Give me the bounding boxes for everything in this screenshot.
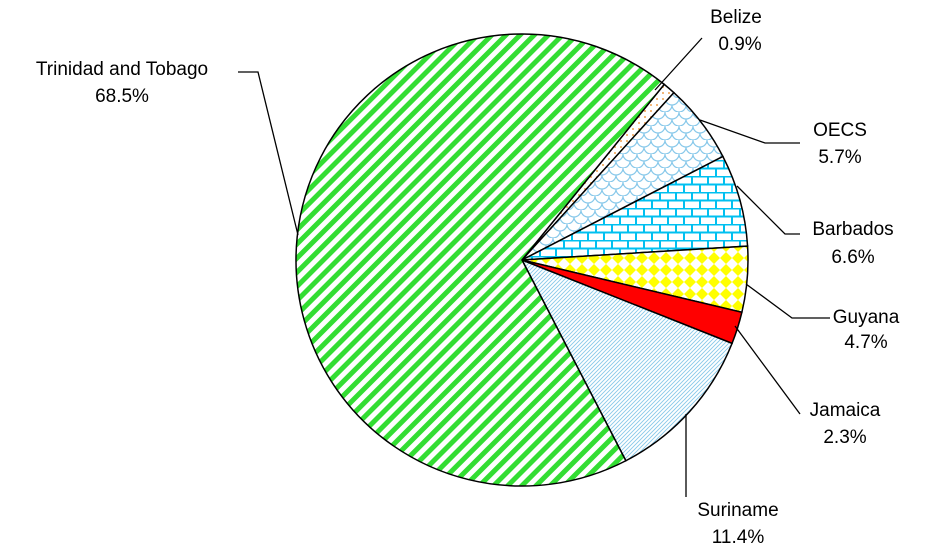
slice-label: OECS	[813, 120, 867, 141]
slice-value-label: 0.9%	[718, 34, 761, 55]
pie-slice	[295, 33, 666, 487]
leader-line	[699, 119, 800, 144]
slice-value-label: 6.6%	[831, 247, 874, 268]
slice-value-label: 5.7%	[818, 147, 861, 168]
leader-line	[745, 283, 830, 319]
pie-slice	[520, 258, 734, 462]
slice-label: Belize	[710, 7, 762, 28]
slice-value-label: 4.7%	[844, 332, 887, 353]
leader-line	[734, 325, 801, 415]
slice-label: Suriname	[697, 500, 778, 521]
leader-line	[654, 37, 703, 91]
slice-value-label: 2.3%	[823, 427, 866, 448]
slice-label: Trinidad and Tobago	[36, 59, 208, 80]
leader-line	[736, 185, 800, 235]
slice-value-label: 11.4%	[712, 527, 765, 548]
slice-label: Guyana	[833, 307, 900, 328]
leader-line	[238, 71, 299, 236]
slice-label: Barbados	[812, 219, 893, 240]
slice-label: Jamaica	[810, 400, 881, 421]
slice-value-label: 68.5%	[95, 86, 149, 107]
